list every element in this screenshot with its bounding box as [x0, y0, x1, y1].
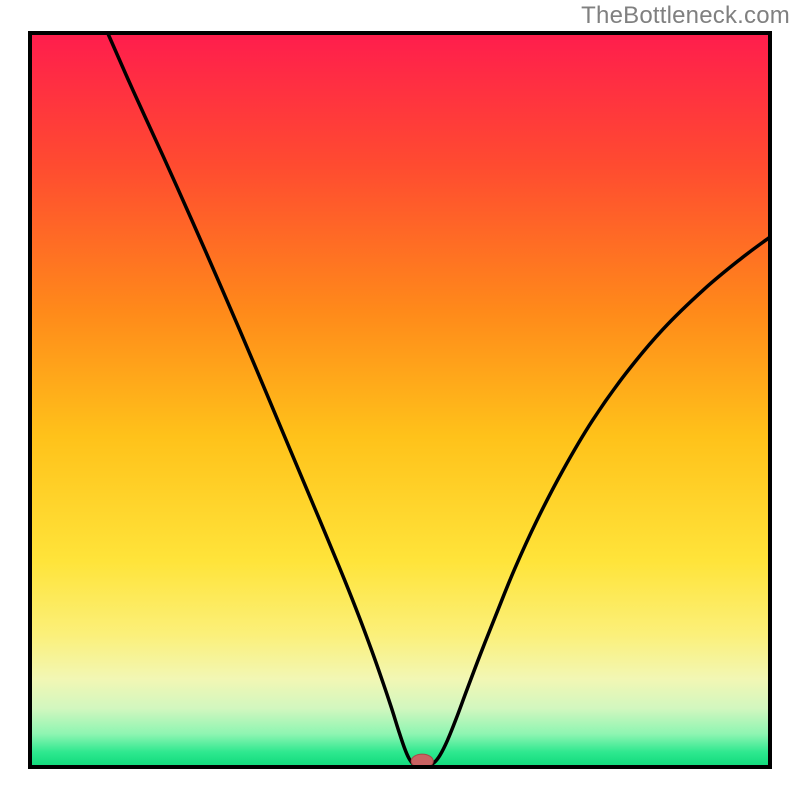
bottleneck-chart	[0, 0, 800, 800]
watermark-text: TheBottleneck.com	[581, 2, 790, 30]
chart-container: TheBottleneck.com	[0, 0, 800, 800]
plot-background	[30, 33, 770, 767]
